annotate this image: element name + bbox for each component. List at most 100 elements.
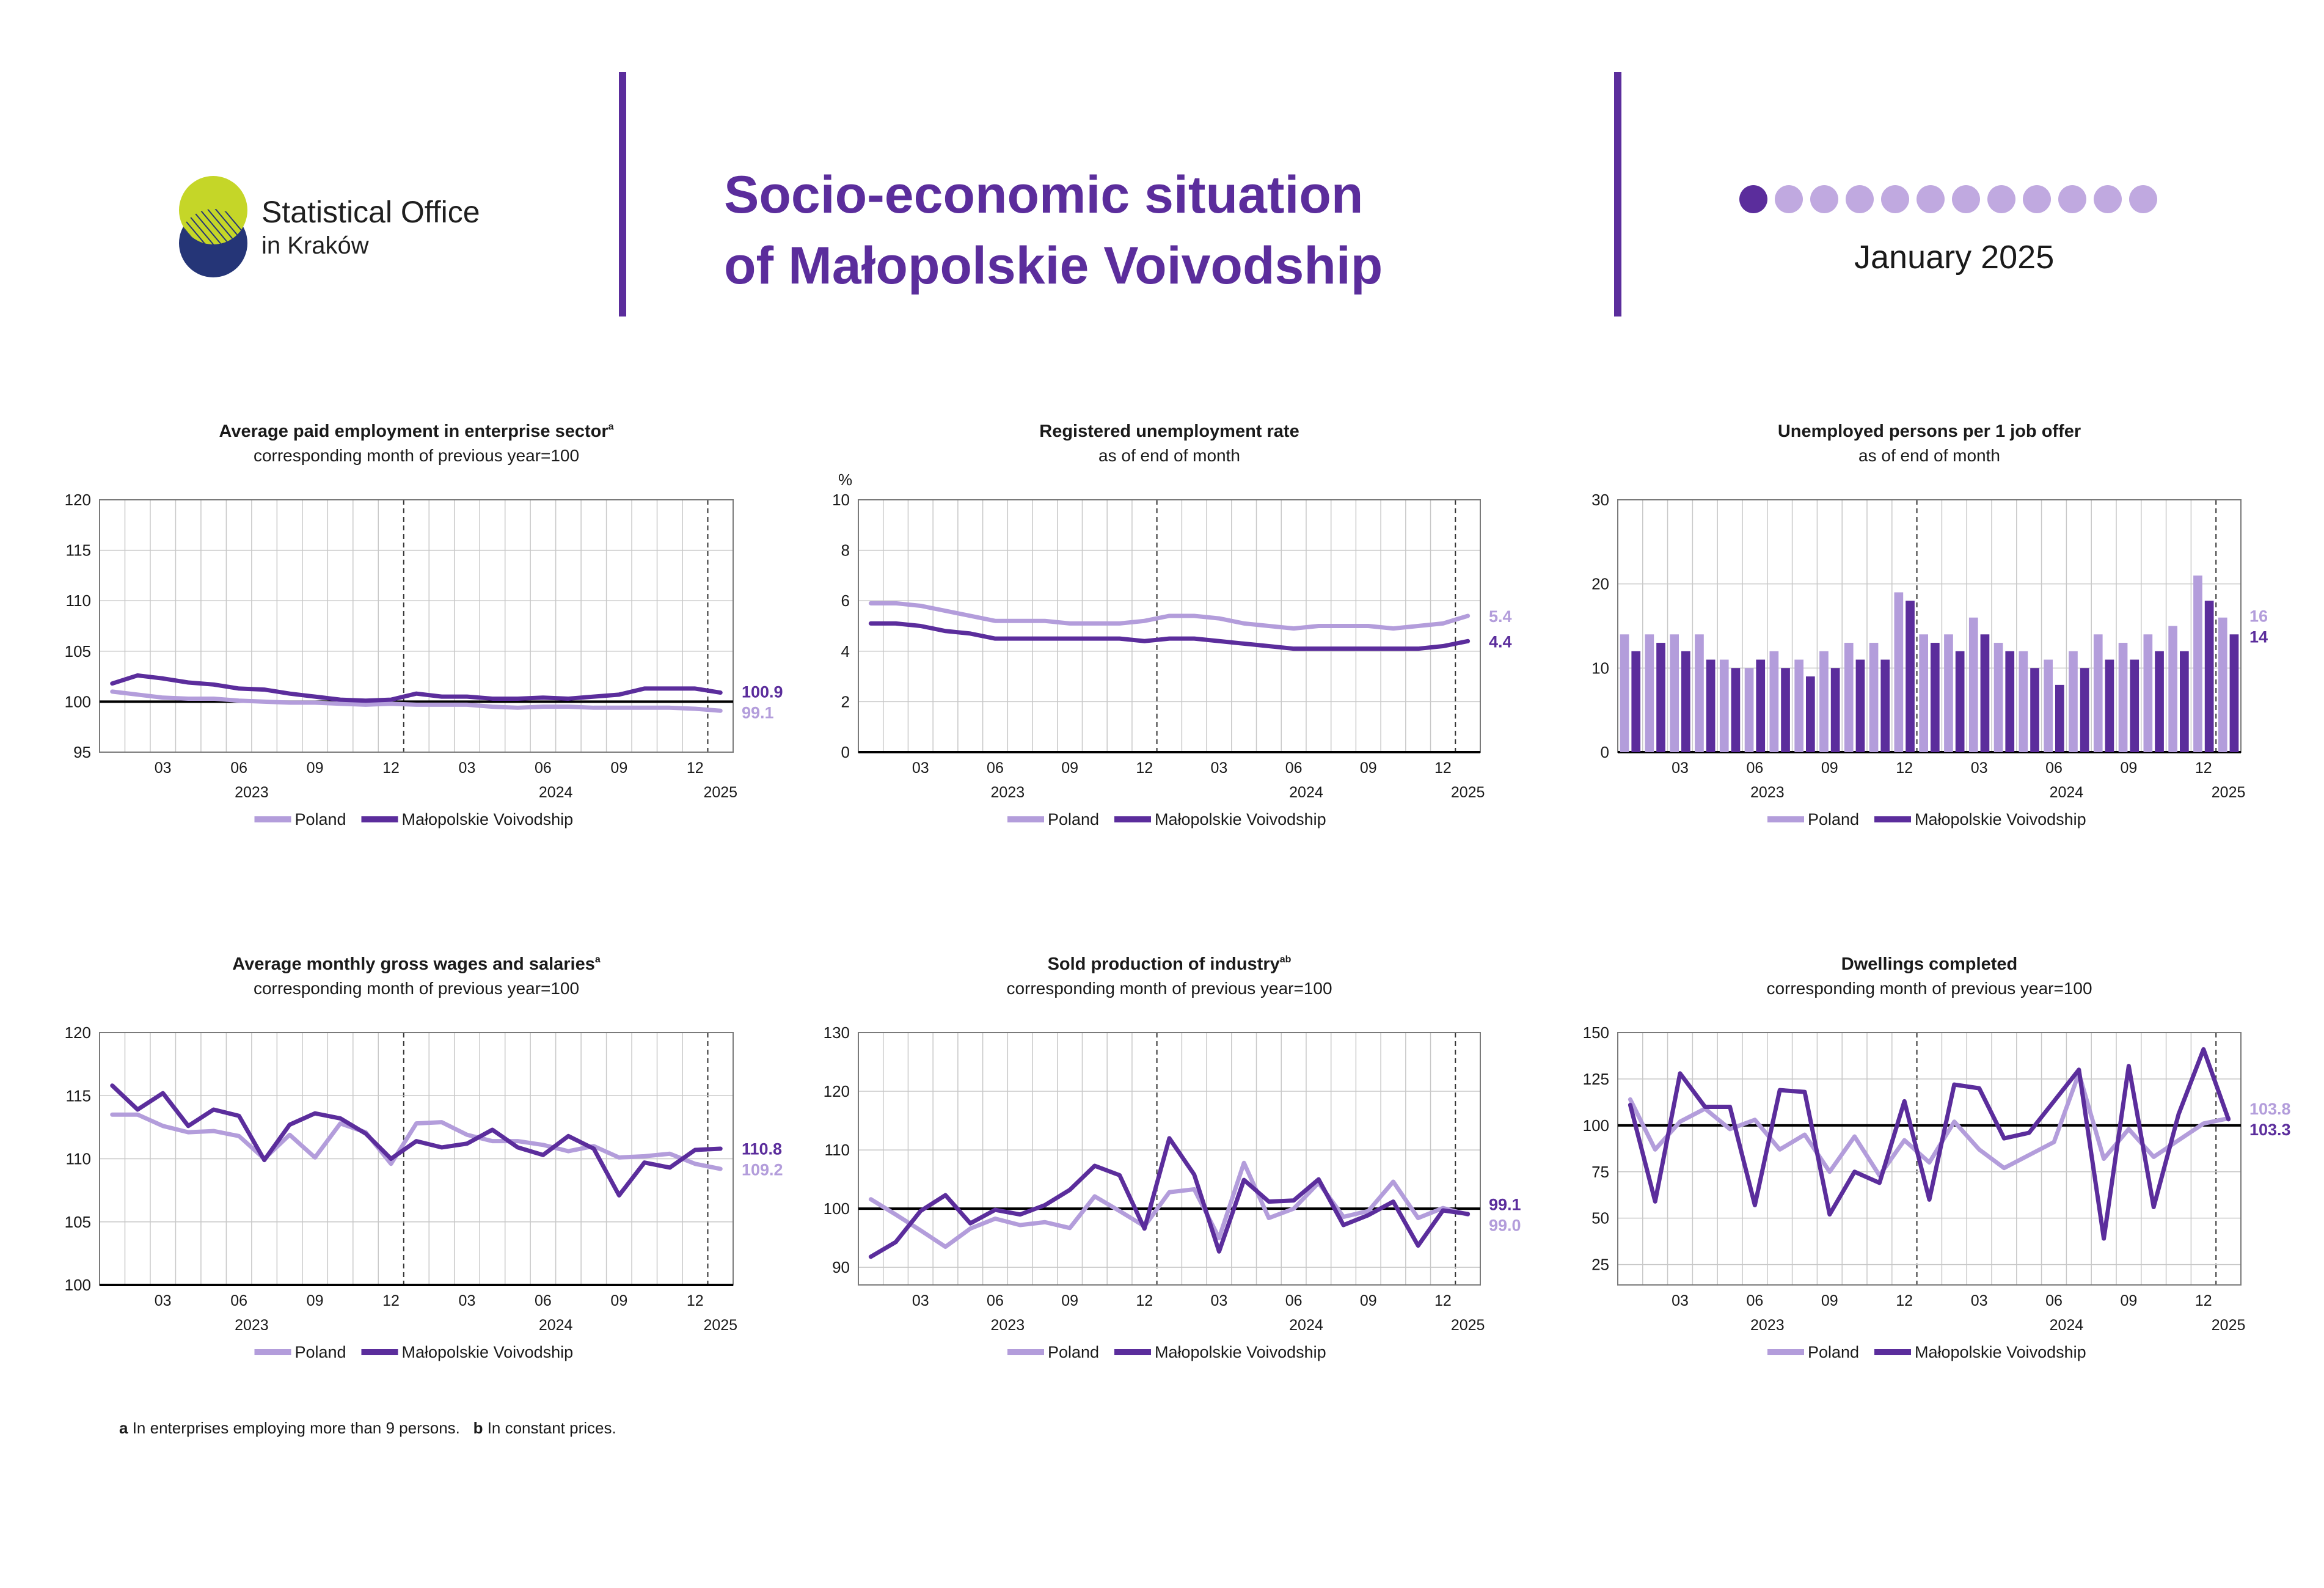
x-tick-label: 03 — [1211, 1292, 1228, 1309]
chart-title-footnote-mark: ab — [1280, 954, 1292, 965]
bar-malopolska — [2105, 659, 2114, 752]
x-tick-label: 06 — [1746, 759, 1763, 777]
bar-malopolska — [2030, 668, 2039, 752]
x-tick-label: 06 — [987, 759, 1004, 777]
end-label-malopolska: 100.9 — [742, 682, 783, 701]
end-label-poland: 109.2 — [742, 1161, 783, 1179]
y-tick-label: 90 — [832, 1258, 850, 1276]
legend-label-malopolska: Małopolskie Voivodship — [1915, 810, 2086, 829]
y-tick-label: 115 — [66, 541, 91, 560]
chart-title-text: Registered unemployment rate — [1039, 422, 1299, 441]
x-tick-label: 09 — [610, 1292, 627, 1309]
chart-title-footnote-mark: a — [608, 422, 614, 432]
y-tick-label: 100 — [1583, 1116, 1609, 1135]
series-line-poland — [868, 601, 1471, 631]
chart-title: Registered unemployment rate — [1039, 422, 1299, 441]
bar-poland — [2069, 651, 2078, 752]
page-title-line2: of Małopolskie Voivodship — [724, 236, 1383, 295]
month-dot-2 — [1775, 185, 1803, 213]
y-tick-label: 10 — [832, 491, 850, 509]
x-tick-label: 12 — [382, 1292, 400, 1309]
x-tick-label: 12 — [1434, 759, 1452, 777]
series-line-poland — [868, 1160, 1471, 1250]
y-tick-label: 6 — [841, 591, 850, 610]
chart-title: Dwellings completed — [1841, 954, 2017, 974]
bar-malopolska — [1855, 659, 1865, 752]
bar-poland — [2168, 626, 2177, 752]
bar-malopolska — [1781, 668, 1790, 752]
x-tick-label: 03 — [1672, 1292, 1689, 1309]
bar-poland — [2218, 617, 2227, 752]
month-dot-6 — [1917, 185, 1945, 213]
bar-malopolska — [1830, 668, 1840, 752]
year-label: 2025 — [703, 784, 737, 801]
bar-poland — [2118, 643, 2128, 752]
year-label: 2024 — [1289, 1317, 1323, 1334]
legend-label-poland: Poland — [1048, 1343, 1099, 1361]
y-tick-label: 10 — [1591, 659, 1609, 677]
bar-poland — [1620, 634, 1629, 752]
chart-subtitle: corresponding month of previous year=100 — [1766, 979, 2092, 998]
bar-malopolska — [1631, 651, 1641, 752]
month-dot-11 — [2094, 185, 2122, 213]
legend-label-malopolska: Małopolskie Voivodship — [1155, 810, 1326, 829]
month-dot-7 — [1952, 185, 1980, 213]
bar-malopolska — [2080, 668, 2089, 752]
month-dot-5 — [1881, 185, 1909, 213]
year-label: 2024 — [1289, 784, 1323, 801]
y-tick-label: 0 — [1601, 743, 1609, 761]
y-tick-label: 4 — [841, 642, 850, 660]
bar-poland — [1670, 634, 1679, 752]
y-tick-label: 110 — [825, 1141, 850, 1159]
y-tick-label: 0 — [841, 743, 850, 761]
bar-malopolska — [1656, 643, 1665, 752]
bar-malopolska — [1731, 668, 1741, 752]
plot-frame — [858, 1032, 1481, 1286]
bar-malopolska — [1756, 659, 1766, 752]
x-tick-label: 09 — [2120, 759, 2137, 777]
bar-malopolska — [1980, 634, 1990, 752]
bar-poland — [2143, 634, 2153, 752]
x-tick-label: 03 — [1971, 1292, 1988, 1309]
chart-title-text: Average monthly gross wages and salaries — [232, 954, 595, 974]
bar-poland — [2044, 659, 2053, 752]
bar-poland — [1645, 634, 1654, 752]
y-tick-label: 110 — [66, 1150, 91, 1168]
x-tick-label: 12 — [687, 1292, 704, 1309]
chart-title: Average paid employment in enterprise se… — [219, 422, 613, 441]
chart-subtitle: corresponding month of previous year=100 — [254, 979, 579, 998]
footnote-a-mark: a — [119, 1419, 128, 1437]
legend-label-malopolska: Małopolskie Voivodship — [402, 810, 574, 829]
x-tick-label: 06 — [2045, 1292, 2063, 1309]
legend-label-malopolska: Małopolskie Voivodship — [402, 1343, 574, 1361]
end-label-malopolska: 110.8 — [742, 1140, 782, 1158]
year-label: 2025 — [1451, 784, 1485, 801]
x-tick-label: 09 — [1821, 1292, 1838, 1309]
logo-title: Statistical Office — [261, 195, 480, 229]
year-label: 2023 — [235, 784, 269, 801]
y-tick-label: 100 — [824, 1199, 850, 1218]
month-dot-10 — [2058, 185, 2086, 213]
header-divider-right — [1614, 72, 1621, 317]
end-label-poland: 5.4 — [1489, 607, 1512, 626]
x-tick-label: 09 — [610, 759, 627, 777]
chart-subtitle: corresponding month of previous year=100 — [254, 446, 579, 465]
y-tick-label: 100 — [65, 692, 91, 711]
y-tick-label: 130 — [824, 1023, 850, 1042]
bar-malopolska — [2180, 651, 2189, 752]
x-tick-label: 12 — [1136, 759, 1153, 777]
series-line-malopolska — [868, 621, 1471, 651]
end-label-malopolska: 4.4 — [1489, 632, 1512, 651]
chart-title-text: Dwellings completed — [1841, 954, 2017, 974]
end-label-malopolska: 99.1 — [1489, 1195, 1521, 1213]
y-unit-label: % — [838, 470, 852, 489]
chart-title-footnote-mark: a — [595, 954, 601, 965]
year-label: 2025 — [703, 1317, 737, 1334]
y-tick-label: 95 — [73, 743, 91, 761]
series-line-poland — [1628, 1071, 2231, 1178]
y-tick-label: 120 — [65, 491, 91, 509]
legend-label-poland: Poland — [1808, 810, 1859, 829]
bar-malopolska — [2005, 651, 2015, 752]
month-dot-8 — [1987, 185, 2015, 213]
x-tick-label: 09 — [1061, 759, 1078, 777]
